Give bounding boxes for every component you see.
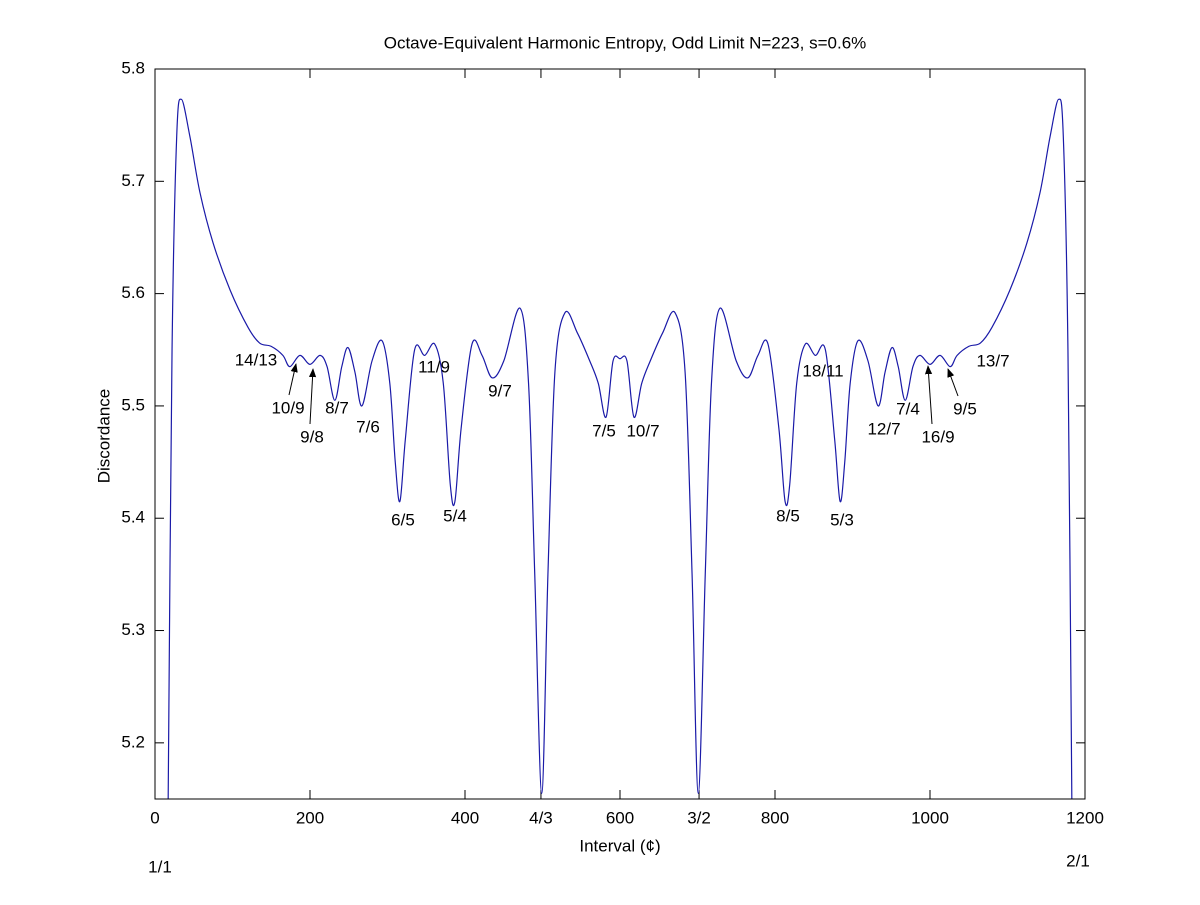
annotation: 12/7 [867,419,900,438]
annotation: 7/6 [356,417,380,436]
annotation: 9/5 [953,399,977,418]
y-tick-label: 5.4 [121,508,145,527]
annotation: 18/11 [802,361,843,380]
annotation: 11/9 [418,357,450,376]
x-tick-label: 4/3 [529,808,553,827]
annotation-arrow [947,368,959,397]
annotation-arrow [288,363,298,396]
annotation: 10/9 [271,398,304,417]
data-line [167,98,1073,799]
annotation: 13/7 [976,351,1009,370]
y-tick-label: 5.8 [121,58,145,77]
annotation-arrow [308,368,317,425]
annotation: 1/1 [148,857,172,876]
annotation: 7/4 [896,399,920,418]
y-tick-label: 5.3 [121,620,145,639]
annotation: 2/1 [1066,851,1090,870]
y-tick-label: 5.6 [121,283,145,302]
annotation: 14/13 [235,350,278,369]
annotation: 8/5 [776,506,800,525]
annotation: 5/3 [830,510,854,529]
x-axis-label: Interval (¢) [579,836,660,855]
annotation: 7/5 [592,421,616,440]
annotation-arrow [924,365,933,425]
x-tick-label: 400 [451,808,479,827]
x-tick-label: 0 [150,808,159,827]
y-tick-label: 5.2 [121,732,145,751]
annotation: 8/7 [325,398,349,417]
x-tick-label: 1000 [911,808,949,827]
x-tick-label: 3/2 [687,808,711,827]
x-tick-label: 200 [296,808,324,827]
annotation: 5/4 [443,506,467,525]
x-tick-label: 800 [761,808,789,827]
plot-frame [154,68,1086,800]
annotation: 16/9 [921,427,954,446]
chart-title: Octave-Equivalent Harmonic Entropy, Odd … [384,33,867,52]
y-tick-label: 5.5 [121,395,145,414]
annotation: 6/5 [391,510,415,529]
annotation: 9/7 [488,381,512,400]
annotation: 10/7 [626,421,659,440]
x-tick-label: 600 [606,808,634,827]
x-tick-label: 1200 [1066,808,1104,827]
annotation: 9/8 [300,427,324,446]
y-axis-label: Discordance [94,389,113,484]
y-tick-label: 5.7 [121,171,145,190]
